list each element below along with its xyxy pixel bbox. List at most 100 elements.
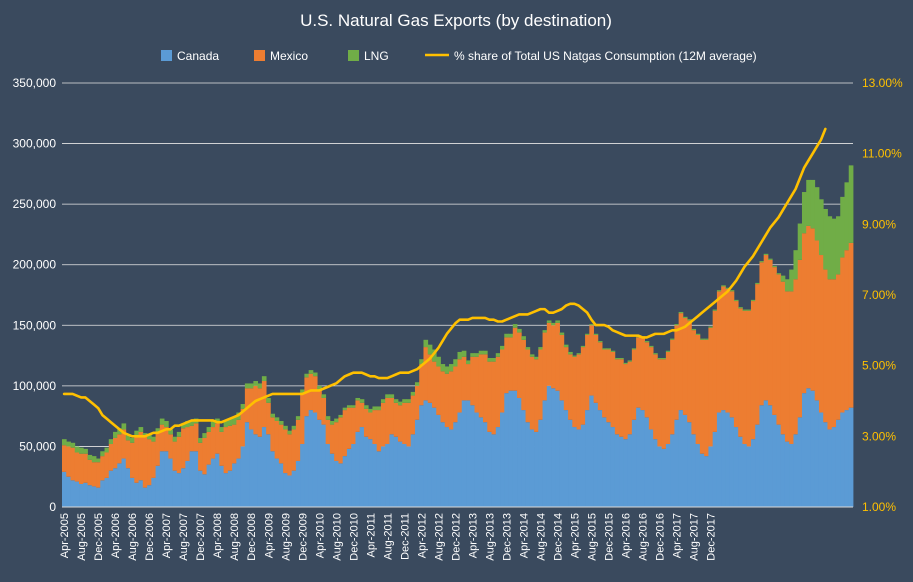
bar-canada — [329, 453, 335, 507]
legend-canada-label: Canada — [177, 49, 219, 63]
x-tick-label: Apr-2011 — [365, 513, 377, 557]
bar-canada — [470, 405, 475, 507]
bar-canada — [733, 427, 739, 507]
bar-mexico — [542, 332, 548, 401]
bar-lng — [538, 347, 543, 350]
bar-mexico — [278, 424, 284, 464]
bar-canada — [147, 485, 152, 507]
bar-mexico — [529, 356, 535, 430]
bar-lng — [512, 324, 518, 328]
bar-lng — [261, 376, 267, 382]
bar-lng — [478, 350, 484, 355]
bar-mexico — [134, 436, 139, 483]
bar-mexico — [712, 310, 718, 432]
bar-mexico — [806, 225, 811, 389]
bar-lng — [91, 456, 97, 463]
bar-canada — [308, 410, 314, 507]
bar-canada — [699, 453, 705, 507]
x-tick-label: Apr-2012 — [416, 513, 428, 558]
bar-mexico — [266, 402, 271, 435]
bar-canada — [453, 422, 458, 507]
bar-canada — [325, 444, 331, 507]
bar-mexico — [363, 408, 369, 437]
bar-mexico — [674, 325, 680, 420]
bar-mexico — [189, 425, 195, 452]
bar-mexico — [840, 257, 845, 413]
bar-canada — [334, 460, 339, 507]
x-tick-label: Apr-2007 — [161, 513, 173, 558]
bar-canada — [304, 416, 310, 507]
bar-lng — [572, 355, 577, 357]
bar-canada — [440, 422, 446, 507]
bar-lng — [687, 319, 692, 321]
bar-canada — [87, 485, 93, 507]
bar-mexico — [568, 354, 573, 420]
bar-mexico — [376, 410, 382, 452]
bar-canada — [419, 405, 424, 507]
bar-mexico — [283, 429, 288, 474]
bar-lng — [674, 324, 680, 326]
bar-lng — [495, 353, 501, 357]
bar-mexico — [117, 434, 122, 464]
bar-canada — [823, 422, 828, 507]
x-tick-label: Apr-2015 — [569, 513, 581, 558]
bar-canada — [606, 422, 611, 507]
x-tick-label: Aug-2012 — [433, 513, 445, 561]
bar-lng — [763, 253, 769, 256]
bar-canada — [483, 422, 488, 507]
bar-lng — [712, 309, 718, 311]
bar-mexico — [240, 408, 246, 447]
bar-mexico — [623, 364, 628, 440]
bar-canada — [661, 448, 667, 507]
bar-lng — [219, 427, 224, 432]
x-tick-label: Aug-2006 — [127, 513, 139, 561]
bar-mexico — [393, 402, 399, 437]
bar-canada — [321, 424, 327, 507]
x-tick-label: Dec-2011 — [399, 513, 411, 560]
bar-canada — [623, 439, 628, 507]
bar-canada — [257, 436, 263, 507]
bar-mexico — [351, 407, 356, 444]
bar-mexico — [210, 427, 216, 459]
bar-lng — [682, 316, 688, 319]
bar-canada — [431, 407, 437, 507]
bar-mexico — [410, 395, 416, 435]
bar-lng — [108, 439, 114, 445]
bar-canada — [687, 422, 692, 507]
y-tick-label: 150,000 — [13, 318, 57, 332]
bar-mexico — [414, 385, 420, 420]
bar-mexico — [83, 453, 88, 483]
bar-canada — [636, 407, 641, 507]
x-tick-label: Dec-2016 — [655, 513, 667, 561]
bar-mexico — [495, 356, 501, 428]
bar-mexico — [274, 420, 280, 459]
bar-mexico — [104, 452, 110, 478]
bar-lng — [755, 282, 760, 285]
bar-canada — [580, 424, 586, 507]
bar-canada — [797, 417, 803, 507]
bar-canada — [827, 429, 833, 507]
y2-tick-label: 11.00% — [862, 147, 902, 161]
bar-mexico — [517, 332, 522, 398]
bar-canada — [108, 470, 114, 507]
bar-canada — [206, 464, 212, 507]
bar-lng — [525, 347, 531, 350]
share-line-path — [62, 127, 827, 438]
y2-tick-label: 1.00% — [862, 500, 896, 514]
bar-mexico — [491, 361, 497, 435]
bar-lng — [627, 360, 633, 362]
bar-mexico — [185, 427, 190, 461]
bar-mexico — [610, 351, 616, 428]
bar-mexico — [79, 453, 84, 484]
bar-lng — [602, 348, 607, 350]
bar-canada — [385, 444, 390, 507]
bar-lng — [334, 418, 339, 423]
bar-canada — [83, 482, 88, 507]
bar-canada — [729, 417, 735, 507]
bar-canada — [801, 393, 807, 507]
bar-lng — [70, 442, 76, 448]
bars — [62, 165, 854, 507]
bar-lng — [155, 428, 161, 434]
bar-mexico — [478, 354, 484, 418]
